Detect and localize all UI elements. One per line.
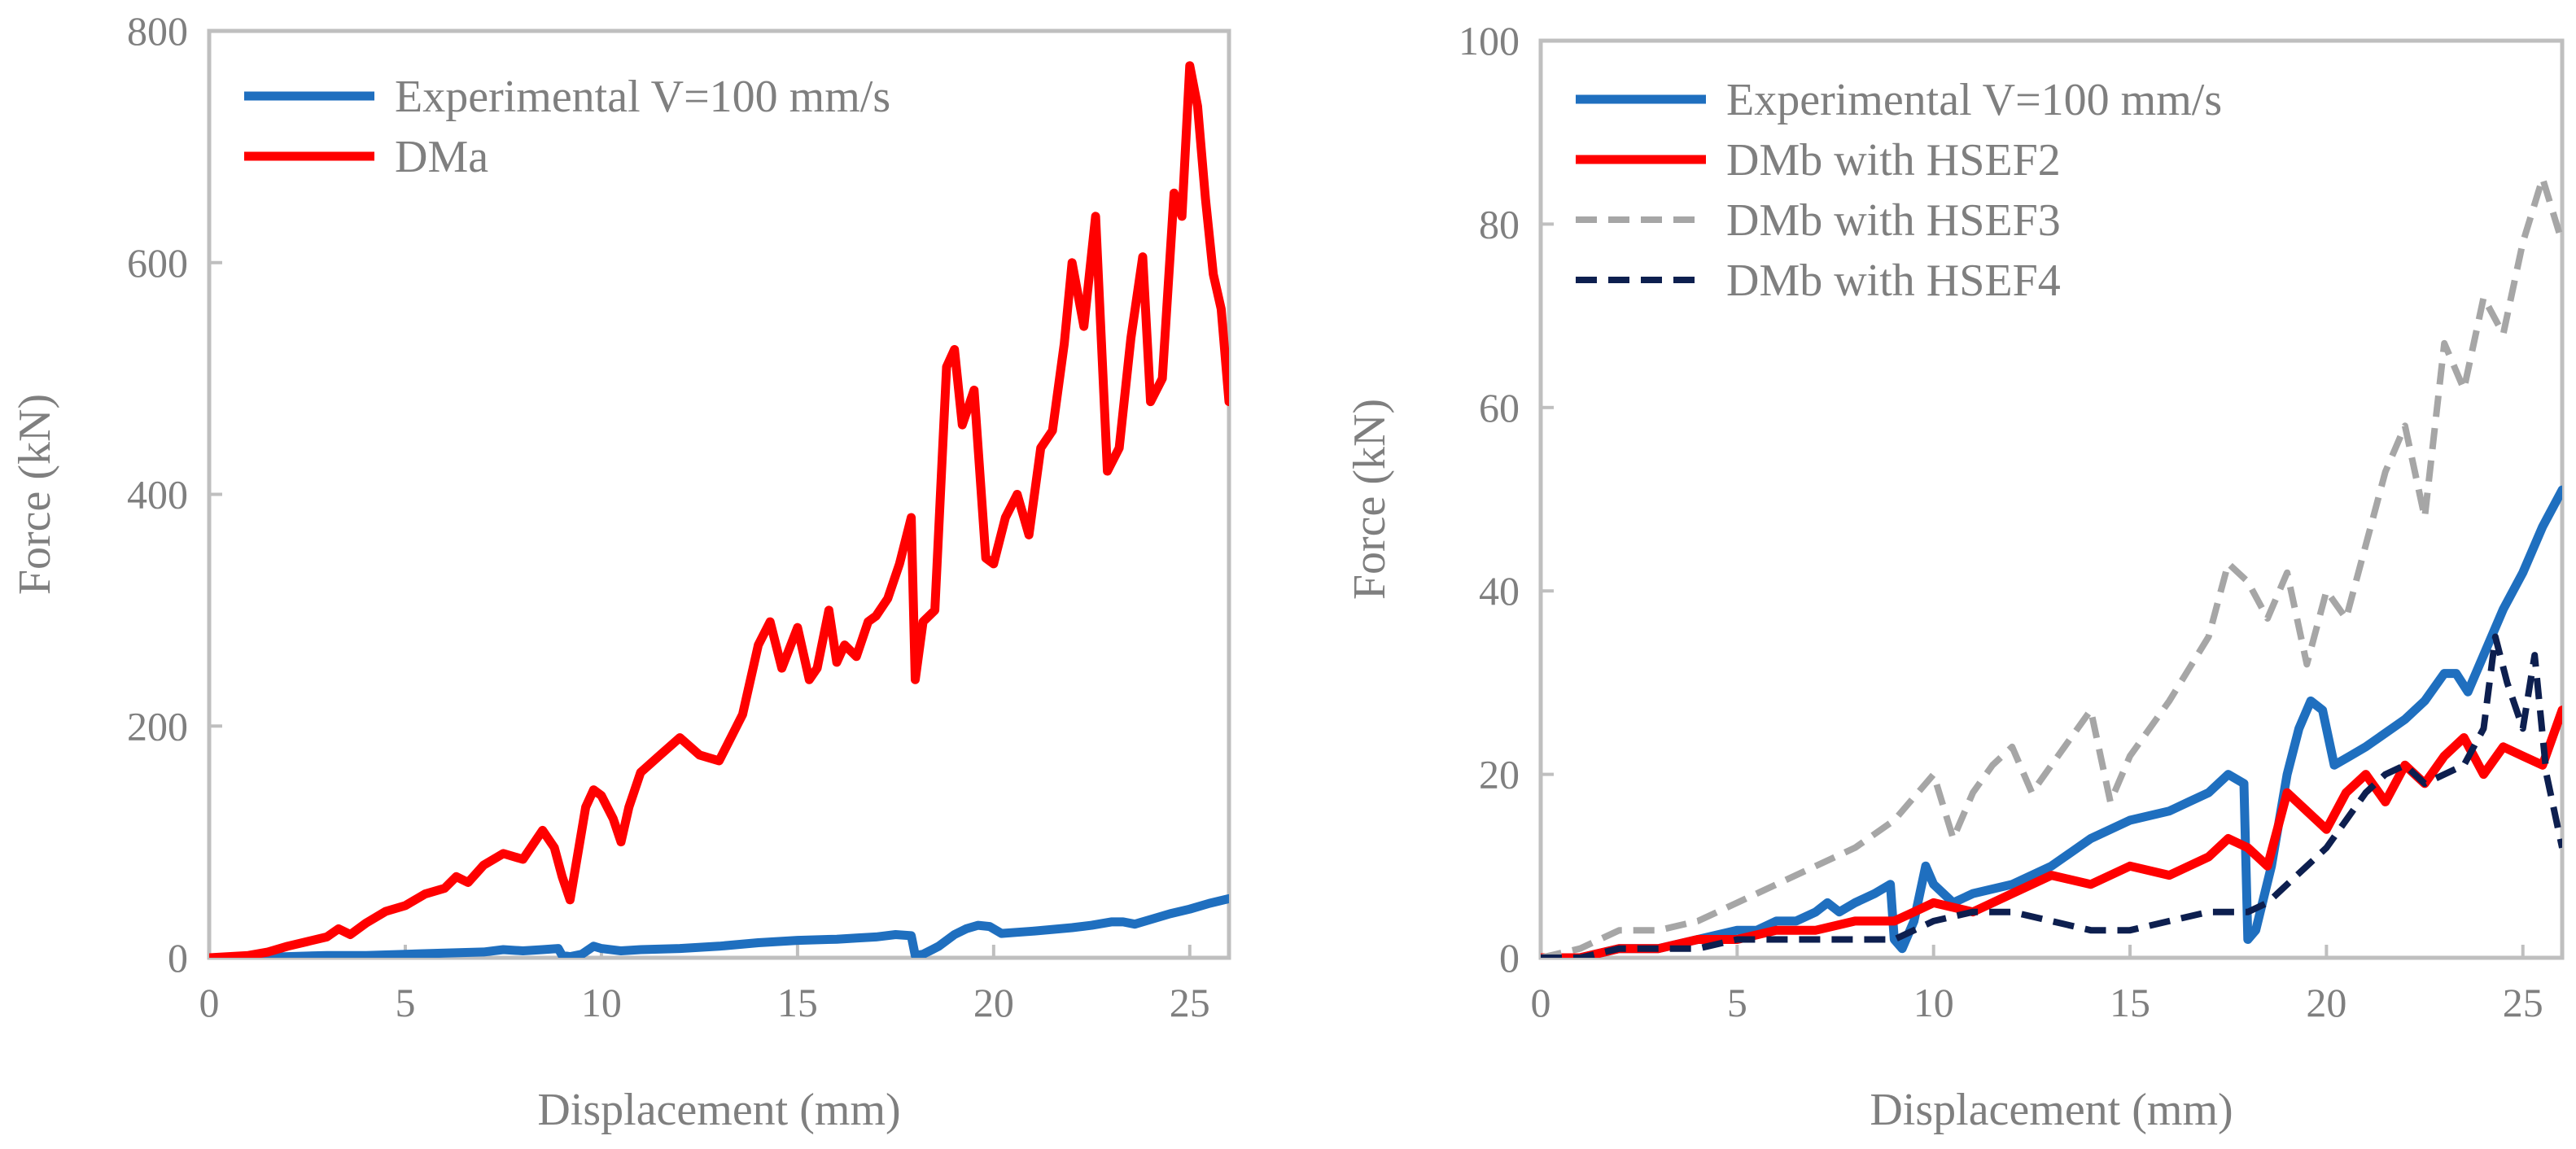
series-line-1	[1541, 485, 2562, 958]
legend-entry: Experimental V=100 mm/s	[395, 72, 890, 122]
chart-2: 0 5 10 15 20 25 0 20 40 60 80 100 Displacement (mm) F…	[1345, 18, 2565, 1135]
series-line-2	[1541, 706, 2562, 958]
chart-1: 0 5 10 15 20 25 0 200 400 600 800 Displacement (mm)…	[10, 8, 1231, 1135]
y-tick-label: 40	[1479, 568, 1520, 614]
series-line-1	[209, 893, 1229, 958]
x-tick-label: 25	[1170, 980, 1210, 1025]
y-tick-label: 20	[1479, 752, 1520, 797]
x-tick-label: 0	[199, 980, 220, 1025]
x-axis-label: Displacement (mm)	[537, 1085, 900, 1135]
y-axis-label: Force (kN)	[1345, 399, 1395, 600]
x-tick-label: 0	[1531, 980, 1551, 1025]
y-tick-label: 600	[127, 240, 188, 286]
y-tick-label: 200	[127, 703, 188, 749]
x-tick-label: 5	[395, 980, 415, 1025]
y-tick-label: 0	[168, 935, 188, 981]
y-tick-label: 0	[1499, 935, 1520, 981]
legend-entry: DMb with HSEF3	[1726, 195, 2061, 246]
legend-entry: DMa	[395, 132, 488, 182]
legend-entry: Experimental V=100 mm/s	[1726, 75, 2222, 125]
y-tick-label: 80	[1479, 201, 1520, 247]
series-line-4	[1541, 633, 2562, 958]
x-axis-label: Displacement (mm)	[1870, 1085, 2233, 1135]
x-tick-label: 5	[1727, 980, 1747, 1025]
x-tick-label: 10	[1913, 980, 1954, 1025]
x-tick-label: 15	[777, 980, 818, 1025]
y-tick-label: 800	[127, 8, 188, 54]
x-tick-label: 25	[2503, 980, 2543, 1025]
x-tick-label: 15	[2110, 980, 2150, 1025]
y-tick-label: 100	[1459, 18, 1520, 63]
series-line-3	[1541, 175, 2562, 958]
series-line-2	[209, 61, 1229, 958]
y-tick-label: 400	[127, 472, 188, 518]
y-axis-label: Force (kN)	[10, 394, 60, 595]
y-tick-label: 60	[1479, 385, 1520, 430]
series-group	[209, 61, 1229, 958]
legend-entry: DMb with HSEF4	[1726, 256, 2061, 306]
x-tick-label: 10	[581, 980, 622, 1025]
x-tick-label: 20	[973, 980, 1014, 1025]
plot-area-1	[207, 28, 1231, 960]
legend-entry: DMb with HSEF2	[1726, 135, 2061, 186]
x-tick-label: 20	[2306, 980, 2346, 1025]
series-group	[1541, 175, 2562, 958]
